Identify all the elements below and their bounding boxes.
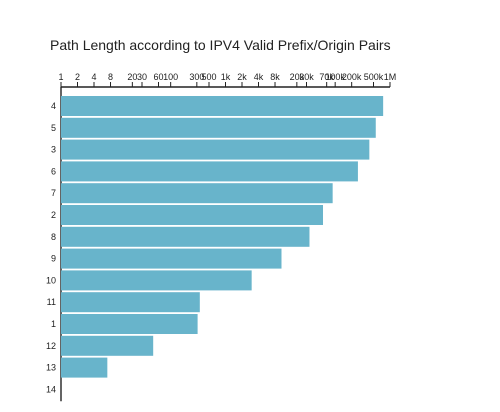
category-label: 11 [47,297,56,307]
bar-path-length-6 [61,161,358,181]
bar-path-length-10 [61,270,252,290]
bars [61,96,383,378]
bar-path-length-2 [61,205,323,225]
x-tick-label: 200k [342,72,362,82]
category-label: 8 [51,232,56,242]
category-label: 4 [51,101,56,111]
bar-path-length-7 [61,183,333,203]
category-label: 5 [51,123,56,133]
x-tick-label: 2 [75,72,80,82]
category-label: 9 [51,254,56,264]
bar-path-length-12 [61,336,153,356]
x-tick-label: 500k [364,72,384,82]
category-label: 6 [51,166,56,176]
category-label: 13 [46,363,56,373]
bar-path-length-11 [61,292,200,312]
x-tick-label: 8 [108,72,113,82]
category-label: 3 [51,145,56,155]
category-label: 10 [46,275,56,285]
bar-path-length-1 [61,314,198,334]
x-tick-label: 8k [270,72,280,82]
chart-title: Path Length according to IPV4 Valid Pref… [50,37,391,53]
bar-path-length-3 [61,140,369,160]
x-tick-label: 1 [58,72,63,82]
x-tick-label: 60 [153,72,163,82]
x-tick-label: 30k [299,72,314,82]
bar-path-length-8 [61,227,309,247]
x-tick-label: 500 [201,72,216,82]
category-label: 1 [51,319,56,329]
category-label: 2 [51,210,56,220]
bar-path-length-4 [61,96,383,116]
x-tick-label: 1k [221,72,231,82]
x-tick-label: 100 [163,72,178,82]
category-label: 12 [46,341,56,351]
x-tick-label: 1M [384,72,397,82]
category-label: 7 [51,188,56,198]
bar-path-length-13 [61,358,107,378]
x-tick-label: 2k [237,72,247,82]
x-tick-label: 20 [127,72,137,82]
category-label: 14 [46,384,56,394]
x-tick-label: 4 [92,72,97,82]
x-tick-label: 30 [137,72,147,82]
x-tick-label: 4k [254,72,264,82]
bar-path-length-5 [61,118,376,138]
bar-path-length-9 [61,249,281,269]
